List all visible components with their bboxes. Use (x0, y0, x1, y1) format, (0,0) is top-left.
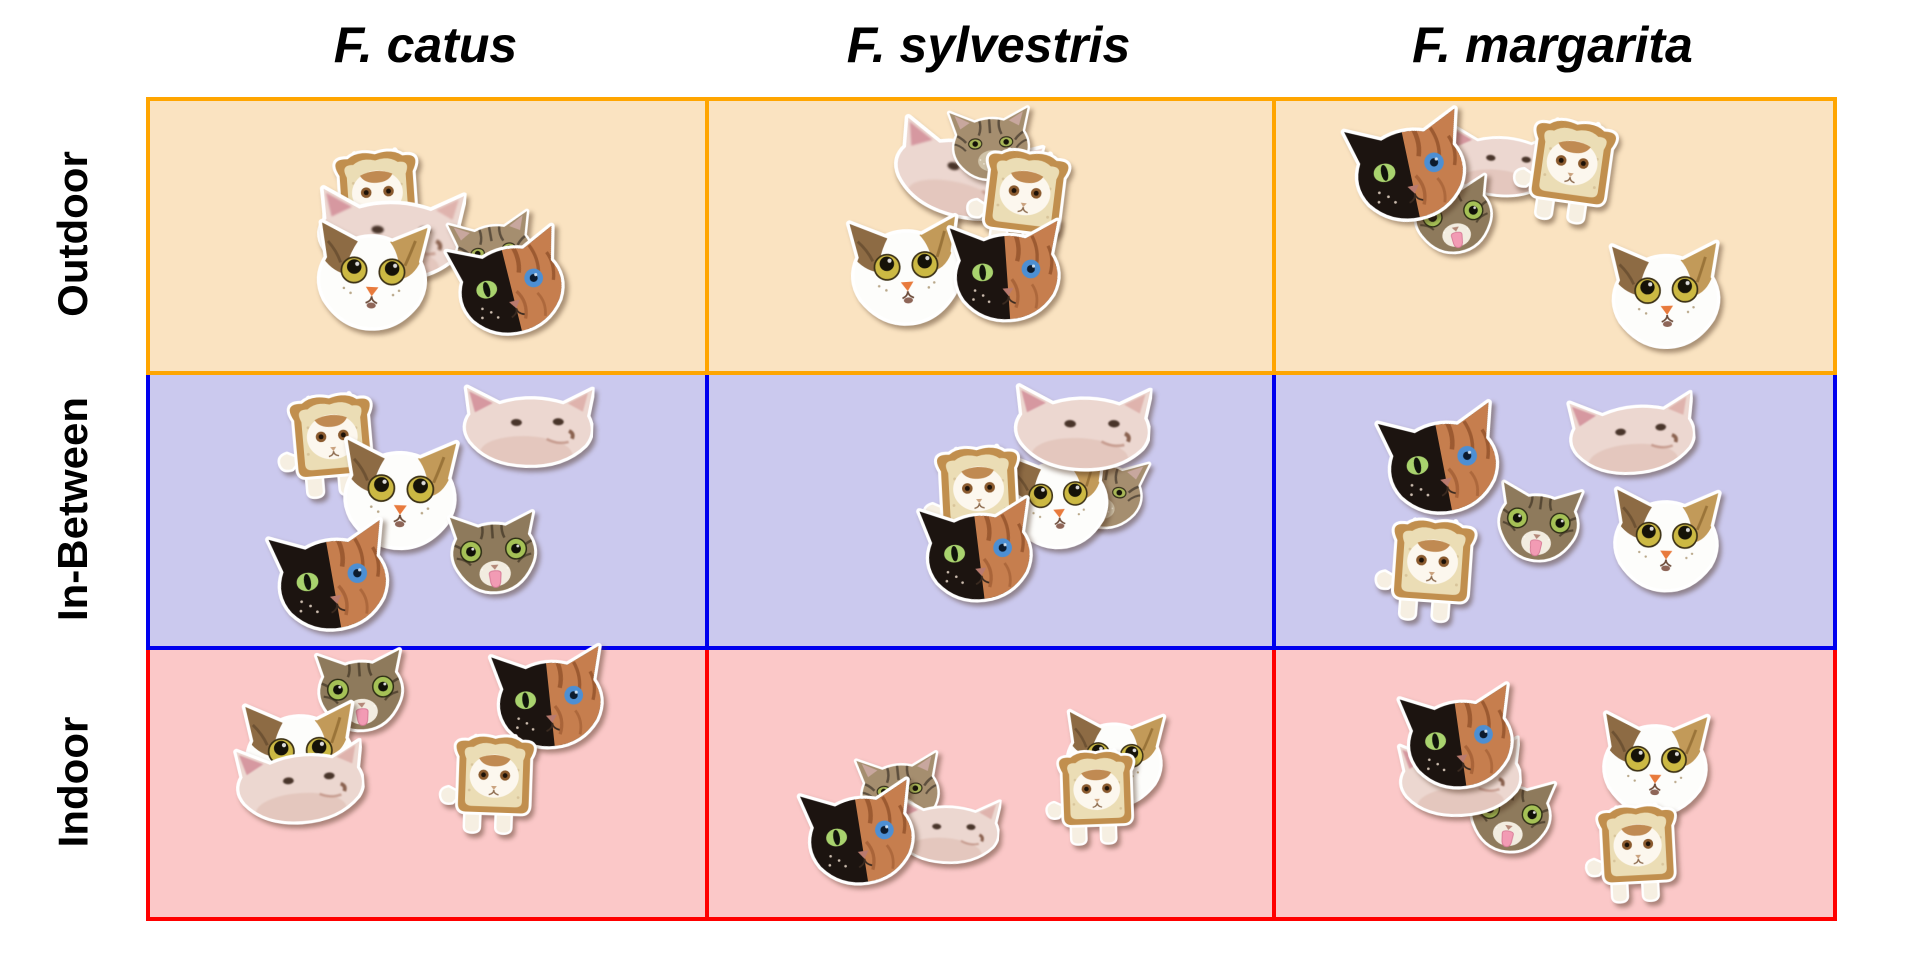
grid-cell-in-between-f-sylvestris (705, 375, 1276, 650)
cat-sticker-bread (1367, 510, 1497, 630)
cat-sticker-pop (459, 372, 595, 498)
cat-sticker-two-face (937, 209, 1077, 339)
cat-sticker-pop (231, 728, 369, 856)
cat-sticker-two-face (254, 506, 412, 655)
row-label-outdoor: Outdoor (0, 97, 146, 371)
grid-cell-in-between-f-catus (146, 375, 709, 650)
cat-sticker-calico (1598, 480, 1734, 606)
cat-sticker-calico (300, 212, 444, 346)
cat-sticker-two-face (906, 486, 1052, 622)
row-label-indoor: Indoor (0, 646, 146, 917)
grid-cell-outdoor-f-margarita (1272, 97, 1837, 375)
cat-sticker-tongue (431, 499, 556, 615)
grid-cell-outdoor-f-catus (146, 97, 709, 375)
grid-cell-indoor-f-margarita (1272, 650, 1837, 921)
column-header-f-sylvestris: F. sylvestris (846, 17, 1131, 73)
row-label-text: Indoor (48, 716, 96, 847)
column-header-f-catus: F. catus (333, 17, 518, 73)
row-label-text: Outdoor (49, 151, 96, 317)
cat-sticker-bread (1040, 743, 1156, 850)
grid-cell-indoor-f-sylvestris (705, 650, 1276, 921)
cat-sticker-two-face (786, 767, 935, 907)
grid-cell-outdoor-f-sylvestris (705, 97, 1276, 375)
grid-cell-indoor-f-catus (146, 650, 709, 921)
row-label-in-between: In-Between (0, 371, 146, 646)
cat-sticker-calico (1596, 233, 1736, 363)
cat-sticker-bread (433, 727, 555, 839)
cat-sticker-bread (1577, 797, 1698, 909)
column-header-f-margarita: F. margarita (1412, 17, 1693, 73)
cat-sticker-two-face (1386, 672, 1534, 810)
cat-sticker-bread (1503, 107, 1639, 235)
row-label-text: In-Between (49, 396, 96, 621)
grid-cell-in-between-f-margarita (1272, 375, 1837, 650)
